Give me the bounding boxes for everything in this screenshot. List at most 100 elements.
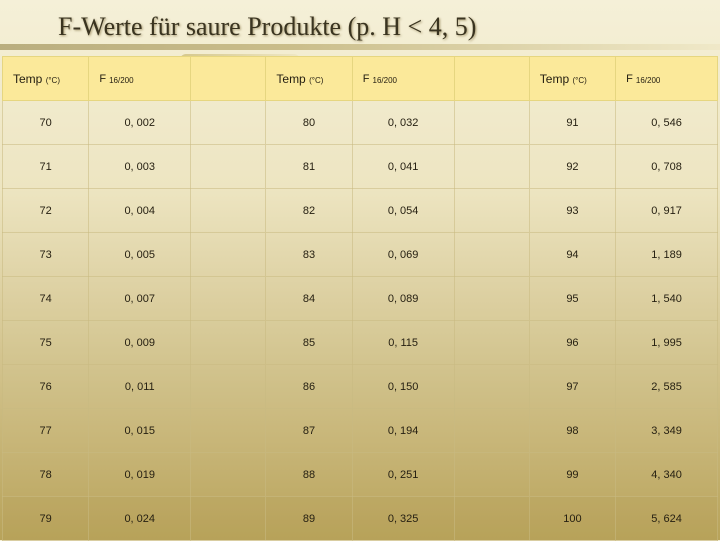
fvalue-cell: 0, 150 [352,365,454,409]
gap-cell [454,145,529,189]
fvalue-cell: 0, 019 [89,453,191,497]
gap-cell [191,453,266,497]
fvalue-cell: 4, 340 [616,453,718,497]
fvalue-cell: 5, 624 [616,497,718,541]
fvalue-cell: 0, 194 [352,409,454,453]
temp-cell: 99 [529,453,615,497]
temp-cell: 91 [529,101,615,145]
gap-cell [191,145,266,189]
fvalue-cell: 0, 917 [616,189,718,233]
fvalue-cell: 1, 189 [616,233,718,277]
gap-cell [191,277,266,321]
col-header-temp-2: Temp (°C) [266,57,352,101]
temp-cell: 79 [3,497,89,541]
fvalue-cell: 0, 024 [89,497,191,541]
col-header-f-3: F 16/200 [616,57,718,101]
fvalues-table: Temp (°C) F 16/200 Temp (°C) F 16/200 Te… [2,56,718,541]
temp-cell: 92 [529,145,615,189]
fvalues-table-wrap: Temp (°C) F 16/200 Temp (°C) F 16/200 Te… [2,56,720,540]
temp-cell: 96 [529,321,615,365]
fvalue-cell: 0, 708 [616,145,718,189]
temp-cell: 74 [3,277,89,321]
gap-cell [454,233,529,277]
table-row: 790, 024 890, 325 1005, 624 [3,497,718,541]
fvalue-cell: 0, 004 [89,189,191,233]
table-header-row: Temp (°C) F 16/200 Temp (°C) F 16/200 Te… [3,57,718,101]
col-header-f-1: F 16/200 [89,57,191,101]
fvalue-cell: 0, 009 [89,321,191,365]
gap-cell [454,101,529,145]
col-header-f-2: F 16/200 [352,57,454,101]
fvalue-cell: 0, 069 [352,233,454,277]
temp-cell: 100 [529,497,615,541]
table-row: 720, 004 820, 054 930, 917 [3,189,718,233]
temp-cell: 85 [266,321,352,365]
gap-cell [191,189,266,233]
gap-cell [454,365,529,409]
gap-cell [191,233,266,277]
temp-cell: 83 [266,233,352,277]
col-header-gap-1 [191,57,266,101]
temp-cell: 75 [3,321,89,365]
fvalue-cell: 0, 089 [352,277,454,321]
temp-cell: 77 [3,409,89,453]
fvalue-cell: 1, 540 [616,277,718,321]
col-header-gap-2 [454,57,529,101]
temp-cell: 93 [529,189,615,233]
fvalue-cell: 3, 349 [616,409,718,453]
col-header-temp-1: Temp (°C) [3,57,89,101]
fvalue-cell: 0, 054 [352,189,454,233]
fvalue-cell: 1, 995 [616,321,718,365]
title-text: F-Werte für saure Produkte (p. H < 4, 5) [58,12,476,41]
temp-cell: 76 [3,365,89,409]
temp-cell: 95 [529,277,615,321]
temp-cell: 73 [3,233,89,277]
gap-cell [454,453,529,497]
fvalue-cell: 0, 251 [352,453,454,497]
temp-cell: 94 [529,233,615,277]
table-row: 780, 019 880, 251 994, 340 [3,453,718,497]
gap-cell [454,409,529,453]
temp-cell: 84 [266,277,352,321]
col-header-temp-3: Temp (°C) [529,57,615,101]
temp-cell: 70 [3,101,89,145]
gap-cell [191,101,266,145]
fvalue-cell: 0, 115 [352,321,454,365]
gap-cell [454,321,529,365]
temp-cell: 72 [3,189,89,233]
fvalue-cell: 0, 325 [352,497,454,541]
temp-cell: 89 [266,497,352,541]
gap-cell [191,321,266,365]
title-underline [0,44,720,50]
fvalue-cell: 0, 041 [352,145,454,189]
gap-cell [454,277,529,321]
gap-cell [191,409,266,453]
table-row: 760, 011 860, 150 972, 585 [3,365,718,409]
temp-cell: 71 [3,145,89,189]
table-body: 700, 002800, 032910, 546710, 003810, 041… [3,101,718,541]
temp-cell: 97 [529,365,615,409]
fvalue-cell: 0, 546 [616,101,718,145]
fvalue-cell: 2, 585 [616,365,718,409]
table-row: 710, 003810, 041920, 708 [3,145,718,189]
gap-cell [191,497,266,541]
temp-cell: 98 [529,409,615,453]
fvalue-cell: 0, 007 [89,277,191,321]
fvalue-cell: 0, 002 [89,101,191,145]
temp-cell: 87 [266,409,352,453]
temp-cell: 88 [266,453,352,497]
table-row: 740, 007 840, 089 951, 540 [3,277,718,321]
temp-cell: 78 [3,453,89,497]
temp-cell: 86 [266,365,352,409]
gap-cell [191,365,266,409]
temp-cell: 80 [266,101,352,145]
fvalue-cell: 0, 003 [89,145,191,189]
temp-cell: 82 [266,189,352,233]
table-row: 730, 005 830, 069 941, 189 [3,233,718,277]
table-row: 770, 015 870, 194 983, 349 [3,409,718,453]
fvalue-cell: 0, 015 [89,409,191,453]
fvalue-cell: 0, 011 [89,365,191,409]
fvalue-cell: 0, 005 [89,233,191,277]
fvalue-cell: 0, 032 [352,101,454,145]
table-row: 750, 009 850, 115 961, 995 [3,321,718,365]
